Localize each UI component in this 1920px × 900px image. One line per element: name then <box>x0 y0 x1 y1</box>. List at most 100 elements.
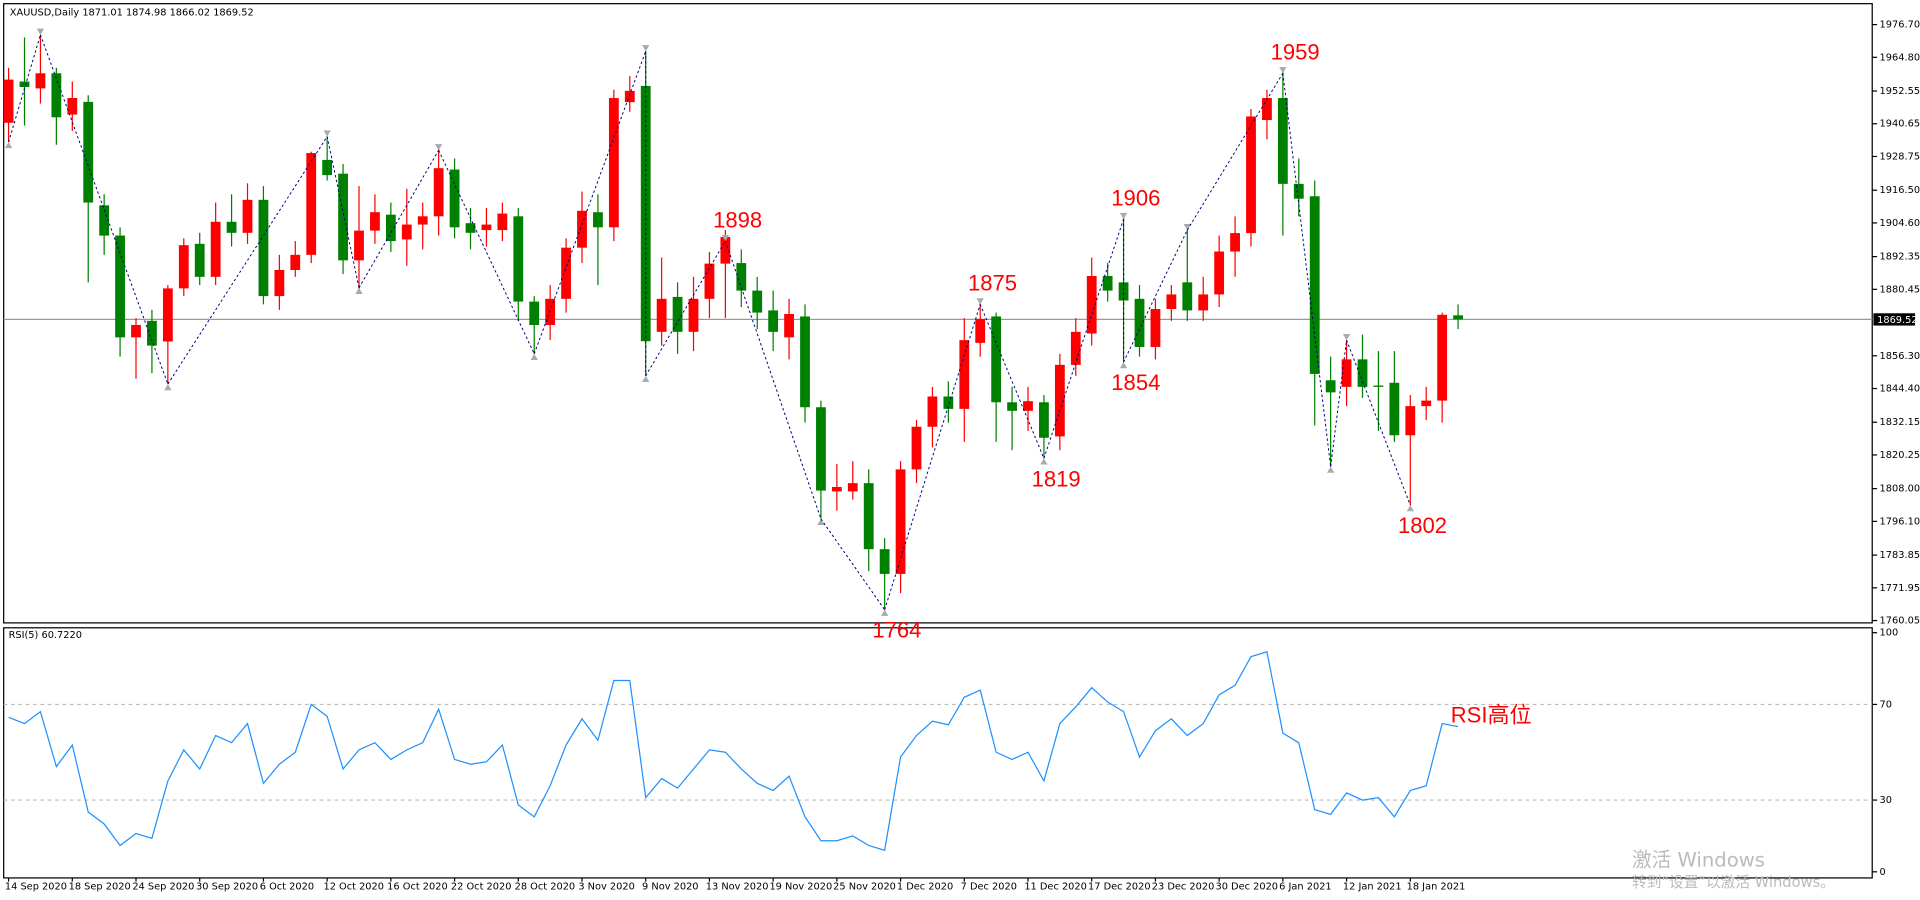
zigzag-arrow <box>36 28 45 35</box>
y-tick-label: 30 <box>1880 795 1892 806</box>
x-tick-label: 9 Nov 2020 <box>642 882 698 893</box>
zigzag-arrow <box>1183 223 1191 231</box>
candle-body <box>608 98 619 228</box>
candle-body <box>688 298 699 332</box>
y-tick-label: 1760.05 <box>1880 616 1920 627</box>
candle-body <box>991 316 1002 403</box>
swing-label: 1959 <box>1271 39 1320 64</box>
candle-body <box>577 210 587 248</box>
candle-body <box>370 212 380 231</box>
candle-body <box>1437 314 1448 401</box>
candle-body <box>67 98 78 115</box>
candle-body <box>115 235 125 338</box>
candle-body <box>1023 401 1033 411</box>
candle-body <box>943 396 954 409</box>
candle-body <box>3 79 14 123</box>
x-tick-label: 6 Jan 2021 <box>1279 882 1331 893</box>
x-tick-label: 19 Nov 2020 <box>769 882 832 893</box>
zigzag-arrow <box>4 142 13 149</box>
candle-body <box>847 483 858 492</box>
candle-body <box>529 301 540 325</box>
x-tick-label: 18 Sep 2020 <box>69 882 131 893</box>
x-tick-label: 12 Oct 2020 <box>323 882 384 893</box>
x-tick-label: 28 Oct 2020 <box>515 882 576 893</box>
candle-body <box>768 310 779 332</box>
zigzag-segment <box>167 136 328 385</box>
candle-body <box>338 173 348 261</box>
candle-body <box>975 318 986 343</box>
x-tick-label: 25 Nov 2020 <box>833 882 896 893</box>
candle-body <box>513 216 524 302</box>
x-tick-label: 12 Jan 2021 <box>1343 882 1402 893</box>
candle-body <box>131 324 141 338</box>
y-tick-label: 1976.70 <box>1880 20 1920 31</box>
candle-body <box>1389 382 1400 436</box>
candle-body <box>752 290 763 313</box>
candle-body <box>1150 309 1161 347</box>
candle-body <box>911 426 922 470</box>
watermark-title: 激活 Windows <box>1632 848 1765 871</box>
zigzag-arrow <box>530 353 538 360</box>
candle-body <box>593 212 603 228</box>
x-tick-label: 14 Sep 2020 <box>5 882 67 893</box>
candle-body <box>561 247 571 299</box>
candle-body <box>481 224 492 231</box>
zigzag-arrow <box>642 45 650 52</box>
zigzag-arrow <box>880 609 889 616</box>
candle-body <box>736 263 747 291</box>
candle-body <box>1166 294 1177 310</box>
candle-body <box>178 245 189 289</box>
x-tick-label: 7 Dec 2020 <box>961 882 1017 893</box>
candle-body <box>1086 276 1097 334</box>
zigzag-arrow <box>1119 212 1128 220</box>
y-tick-label: 1928.75 <box>1880 151 1920 162</box>
candle-body <box>194 243 205 277</box>
x-tick-label: 6 Oct 2020 <box>260 882 314 893</box>
rsi-line <box>8 651 1459 852</box>
candle-body <box>226 221 237 233</box>
x-tick-label: 13 Nov 2020 <box>706 882 769 893</box>
x-tick-label: 16 Oct 2020 <box>387 882 448 893</box>
candle-body <box>449 169 460 228</box>
candle-body <box>258 199 269 297</box>
candle-body <box>1230 233 1240 252</box>
zigzag-arrow <box>721 234 730 242</box>
candle-body <box>1054 364 1065 437</box>
zigzag-arrow <box>1406 505 1414 512</box>
candle-body <box>879 549 890 574</box>
zigzag-segment <box>1346 339 1411 506</box>
y-tick-label: 1964.80 <box>1880 52 1920 63</box>
candle-body <box>99 205 110 236</box>
candle-body <box>656 298 667 332</box>
main-frame <box>3 3 1873 624</box>
candle-body <box>306 153 317 255</box>
candle-body <box>417 216 428 225</box>
y-tick-label: 1771.95 <box>1880 583 1920 594</box>
candle-body <box>1102 276 1113 291</box>
zigzag-segment <box>1330 340 1348 467</box>
candle-body <box>19 81 30 88</box>
x-tick-label: 24 Sep 2020 <box>132 882 194 893</box>
y-tick-label: 1832.15 <box>1880 417 1920 428</box>
candle-body <box>1373 385 1384 387</box>
candle-body <box>1246 116 1256 234</box>
x-tick-label: 11 Dec 2020 <box>1024 882 1087 893</box>
zigzag-arrow <box>642 375 650 382</box>
candle-body <box>322 159 333 176</box>
zigzag-segment <box>1186 73 1284 231</box>
y-tick-label: 100 <box>1880 628 1899 639</box>
candle-body <box>1039 402 1049 438</box>
zigzag-arrow <box>1342 333 1351 341</box>
price-label: 1869.52 <box>1877 315 1918 326</box>
candle-body <box>704 263 715 299</box>
candle-body <box>51 73 62 118</box>
y-tick-label: 1808.00 <box>1880 484 1920 495</box>
candle-body <box>1134 298 1145 347</box>
rsi-annotation: RSI高位 <box>1451 703 1532 728</box>
swing-label: 1875 <box>968 271 1017 296</box>
candle-body <box>210 221 221 277</box>
rsi-frame <box>3 627 1873 879</box>
last-close: 1869.52 <box>213 7 254 18</box>
price-box <box>1873 313 1916 326</box>
